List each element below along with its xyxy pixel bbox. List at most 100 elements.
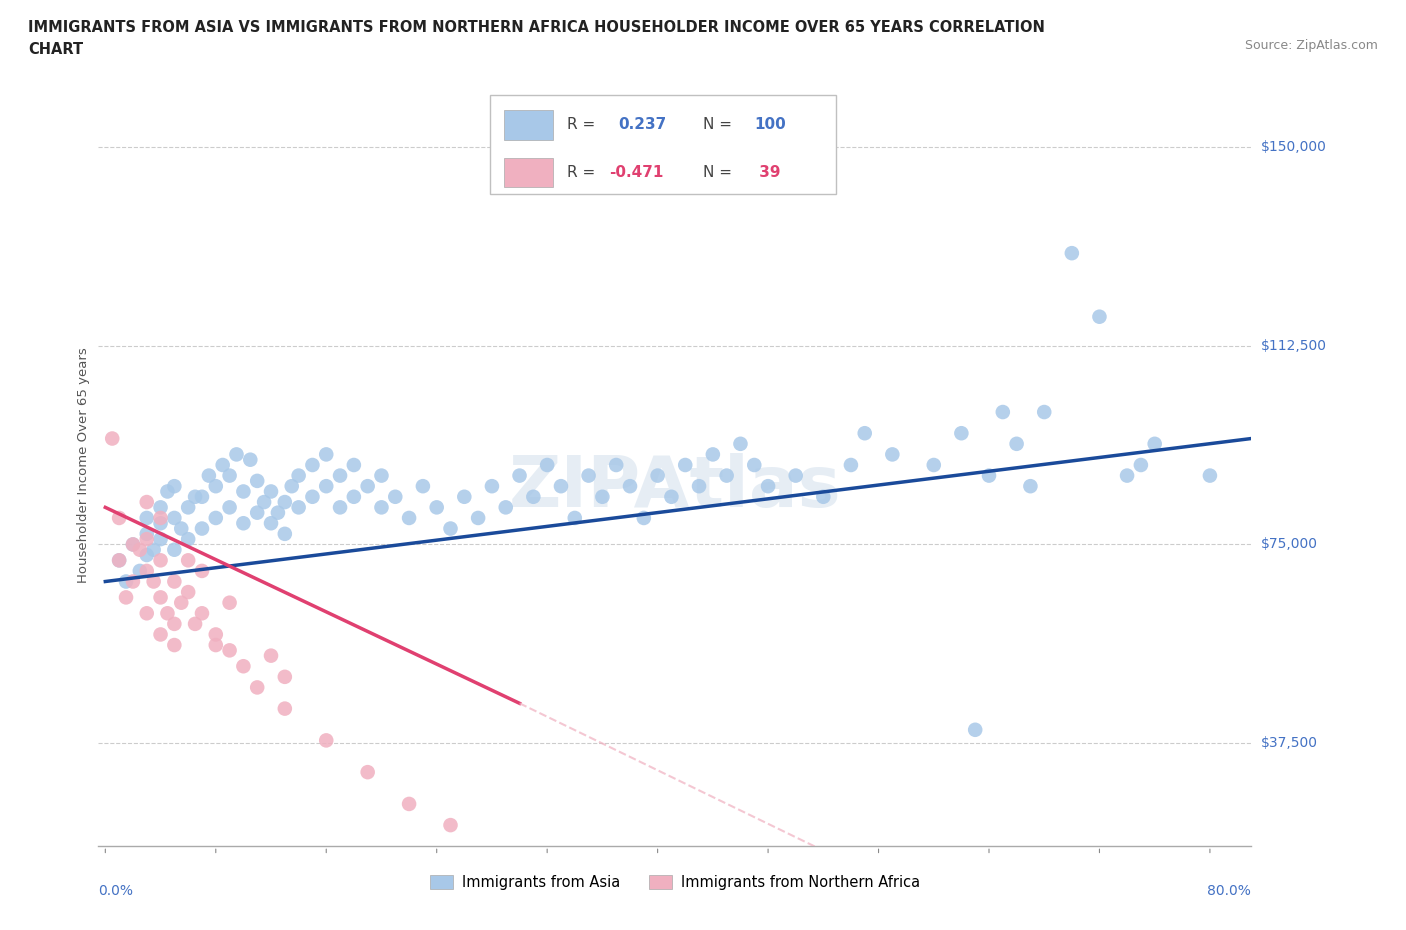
Point <box>1116 468 1139 483</box>
Point <box>922 458 945 472</box>
Point <box>343 489 366 504</box>
Point <box>702 447 724 462</box>
Point <box>965 723 987 737</box>
Point <box>218 500 240 515</box>
Point <box>467 511 489 525</box>
Text: R =: R = <box>567 165 599 180</box>
Point <box>356 479 378 494</box>
Point <box>211 458 233 472</box>
Point <box>184 617 207 631</box>
Point <box>398 511 420 525</box>
Text: N =: N = <box>703 117 737 132</box>
Point <box>128 542 150 557</box>
Point <box>1033 405 1056 419</box>
Point <box>177 532 200 547</box>
Bar <box>505 157 553 187</box>
Point <box>853 426 876 441</box>
Point <box>191 605 214 620</box>
Point <box>950 426 973 441</box>
Point <box>280 479 302 494</box>
Point <box>246 680 269 695</box>
Point <box>156 605 179 620</box>
Legend: Immigrants from Asia, Immigrants from Northern Africa: Immigrants from Asia, Immigrants from No… <box>423 870 927 897</box>
Point <box>730 436 752 451</box>
Text: R =: R = <box>567 117 599 132</box>
Point <box>495 500 517 515</box>
Point <box>370 500 392 515</box>
Point <box>329 500 352 515</box>
Text: ZIPAtlas: ZIPAtlas <box>509 454 841 523</box>
Point <box>633 511 655 525</box>
Point <box>356 764 378 779</box>
Point <box>149 590 172 604</box>
Point <box>122 537 145 551</box>
Point <box>108 552 131 567</box>
Point <box>122 574 145 589</box>
Text: CHART: CHART <box>28 42 83 57</box>
Point <box>412 479 434 494</box>
Point <box>1005 436 1028 451</box>
Point <box>605 458 627 472</box>
Text: $112,500: $112,500 <box>1261 339 1327 352</box>
Point <box>170 521 193 536</box>
Point <box>1129 458 1152 472</box>
Text: 0.0%: 0.0% <box>98 884 134 898</box>
Point <box>647 468 669 483</box>
Text: $37,500: $37,500 <box>1261 736 1317 750</box>
Point <box>149 516 172 531</box>
Y-axis label: Householder Income Over 65 years: Householder Income Over 65 years <box>77 347 90 583</box>
Point <box>509 468 531 483</box>
Point <box>101 432 124 446</box>
Point <box>253 495 276 510</box>
Point <box>426 500 449 515</box>
Point <box>135 532 157 547</box>
Point <box>343 458 366 472</box>
Point <box>204 479 226 494</box>
Point <box>522 489 544 504</box>
Point <box>108 511 131 525</box>
Text: 39: 39 <box>755 165 780 180</box>
Point <box>191 489 214 504</box>
Point <box>274 495 297 510</box>
Point <box>239 452 262 467</box>
Point <box>204 511 226 525</box>
Point <box>128 564 150 578</box>
Point <box>439 521 461 536</box>
Point <box>163 479 186 494</box>
Point <box>232 658 254 673</box>
Point <box>481 479 503 494</box>
Point <box>149 500 172 515</box>
Text: $150,000: $150,000 <box>1261 140 1327 154</box>
Point <box>315 447 337 462</box>
Point <box>536 458 558 472</box>
Point <box>882 447 904 462</box>
Point <box>108 552 131 567</box>
Point <box>287 500 309 515</box>
Point <box>274 701 297 716</box>
Point <box>170 595 193 610</box>
Point <box>156 484 179 498</box>
Point <box>619 479 641 494</box>
Point <box>135 495 157 510</box>
Point <box>177 552 200 567</box>
Point <box>1143 436 1166 451</box>
Point <box>673 458 696 472</box>
Point <box>1088 310 1111 325</box>
Text: IMMIGRANTS FROM ASIA VS IMMIGRANTS FROM NORTHERN AFRICA HOUSEHOLDER INCOME OVER : IMMIGRANTS FROM ASIA VS IMMIGRANTS FROM … <box>28 20 1045 35</box>
Point <box>398 796 420 811</box>
Point <box>135 526 157 541</box>
Point <box>204 627 226 642</box>
Point <box>191 521 214 536</box>
Text: -0.471: -0.471 <box>609 165 664 180</box>
Point <box>384 489 406 504</box>
Point <box>191 564 214 578</box>
Point <box>135 605 157 620</box>
Point <box>1199 468 1222 483</box>
Point <box>149 532 172 547</box>
Point <box>163 574 186 589</box>
Point <box>274 670 297 684</box>
Point <box>260 516 283 531</box>
Point <box>142 574 165 589</box>
Point <box>274 526 297 541</box>
Point <box>742 458 765 472</box>
